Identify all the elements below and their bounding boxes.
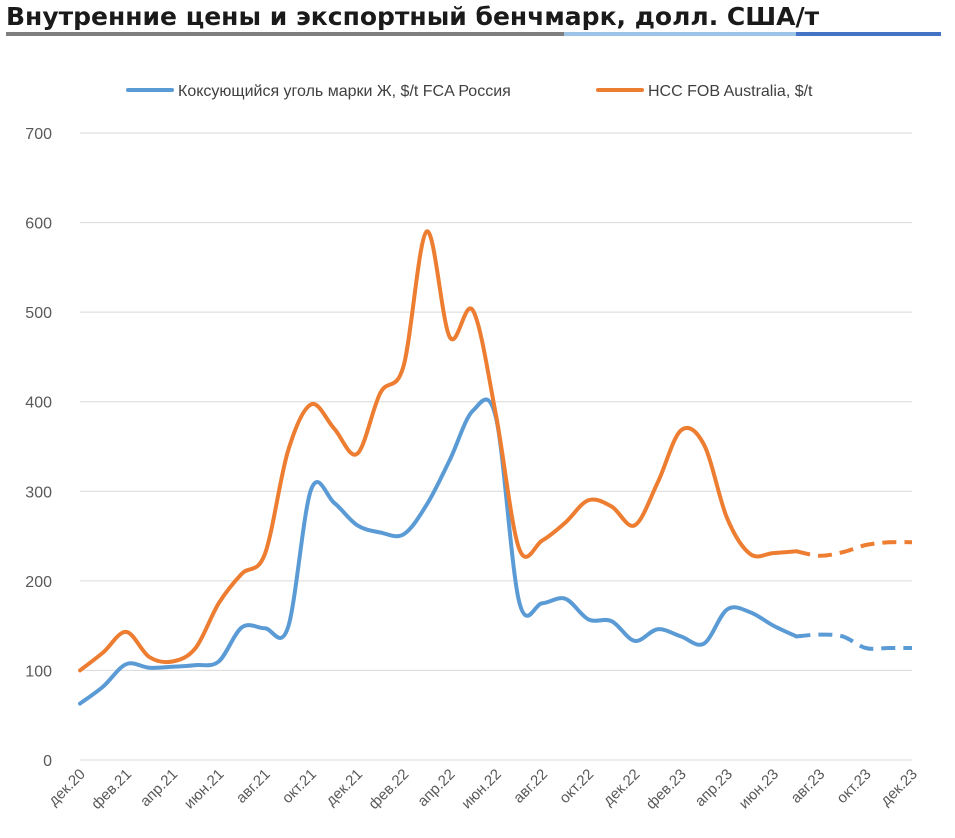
series-line-1 <box>78 397 799 706</box>
title-rule-right <box>796 32 941 36</box>
series-lines <box>78 229 913 706</box>
x-tick-label: авг.22 <box>510 766 551 807</box>
x-tick-label: фев.22 <box>365 766 412 813</box>
title-rule-mid <box>564 32 796 36</box>
x-tick-label: дек.20 <box>45 766 88 809</box>
y-tick-label: 200 <box>25 574 52 591</box>
x-tick-label: апр.21 <box>137 766 181 810</box>
series-forecast-line-1 <box>796 632 912 651</box>
y-tick-label: 600 <box>25 216 52 233</box>
x-axis-ticks: дек.20 фев.21 апр.21 июн.21 авг.21 окт.21 дек.… <box>45 766 920 813</box>
x-tick-label: фев.21 <box>88 766 135 813</box>
y-tick-label: 0 <box>43 753 52 770</box>
x-tick-label: июн.21 <box>181 766 228 813</box>
x-tick-label: авг.23 <box>788 766 829 807</box>
y-tick-label: 700 <box>25 126 52 143</box>
x-tick-label: дек.23 <box>877 766 920 809</box>
y-tick-label: 300 <box>25 484 52 501</box>
x-tick-label: фев.23 <box>643 766 690 813</box>
legend: Коксующийся уголь марки Ж, $/t FCA Росси… <box>126 83 813 100</box>
y-axis-ticks: 0 100 200 300 400 500 600 700 <box>25 126 52 770</box>
gridlines <box>80 132 912 761</box>
x-tick-label: дек.22 <box>600 766 643 809</box>
x-tick-label: дек.21 <box>323 766 366 809</box>
y-tick-label: 500 <box>25 305 52 322</box>
chart-title: Внутренние цены и экспортный бенчмарк, д… <box>6 2 820 31</box>
y-tick-label: 400 <box>25 395 52 412</box>
x-tick-label: окт.21 <box>279 766 320 807</box>
legend-label: HCC FOB Australia, $/t <box>648 83 813 100</box>
x-tick-label: апр.22 <box>414 766 458 810</box>
y-tick-label: 100 <box>25 663 52 680</box>
title-rule-left <box>6 32 564 36</box>
x-tick-label: июн.22 <box>458 766 505 813</box>
x-tick-label: окт.23 <box>833 766 874 807</box>
x-tick-label: окт.22 <box>556 766 597 807</box>
x-tick-label: авг.21 <box>233 766 274 807</box>
legend-label: Коксующийся уголь марки Ж, $/t FCA Росси… <box>178 83 511 100</box>
series-line-2 <box>78 229 799 673</box>
x-tick-label: апр.23 <box>692 766 736 810</box>
x-tick-label: июн.23 <box>736 766 783 813</box>
series-forecast-line-2 <box>795 540 913 558</box>
